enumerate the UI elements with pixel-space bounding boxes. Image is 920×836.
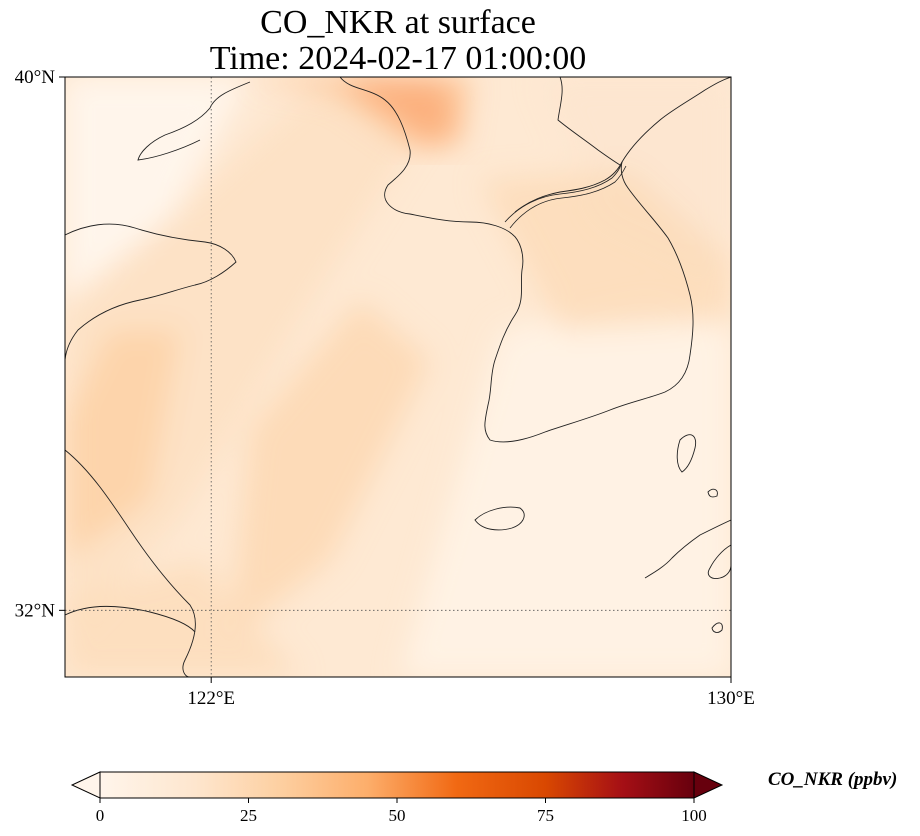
colorbar-tick-label: 0 [96, 806, 105, 825]
border [504, 161, 627, 229]
concentration-field [65, 77, 731, 677]
colorbar-tick-label: 50 [389, 806, 406, 825]
lat-tick-label: 32°N [15, 600, 56, 621]
lat-tick-label: 40°N [15, 67, 56, 88]
colorbar-extend-min [70, 771, 101, 799]
colorbar-ticks: 0 25 50 75 100 [96, 798, 707, 825]
coastlines [65, 77, 731, 677]
colorbar-label: CO_NKR (ppbv) [768, 769, 898, 790]
colorbar-tick-label: 100 [681, 806, 707, 825]
colorbar-tick-label: 25 [240, 806, 257, 825]
map-time: Time: 2024-02-17 01:00:00 [209, 40, 587, 77]
colorbar-extend-max [693, 771, 724, 799]
map-frame [64, 76, 732, 678]
colorbar-tick-label: 75 [537, 806, 554, 825]
high-concentration-plume [250, 77, 470, 150]
axis-ticks: 40°N 32°N 122°E 130°E [15, 67, 755, 709]
lon-tick-label: 122°E [187, 688, 235, 709]
colorbar: 0 25 50 75 100 [70, 771, 724, 825]
map-title: CO_NKR at surface [260, 4, 536, 41]
colorbar-gradient [99, 771, 695, 799]
gridlines [65, 77, 731, 677]
lon-tick-label: 130°E [707, 688, 755, 709]
